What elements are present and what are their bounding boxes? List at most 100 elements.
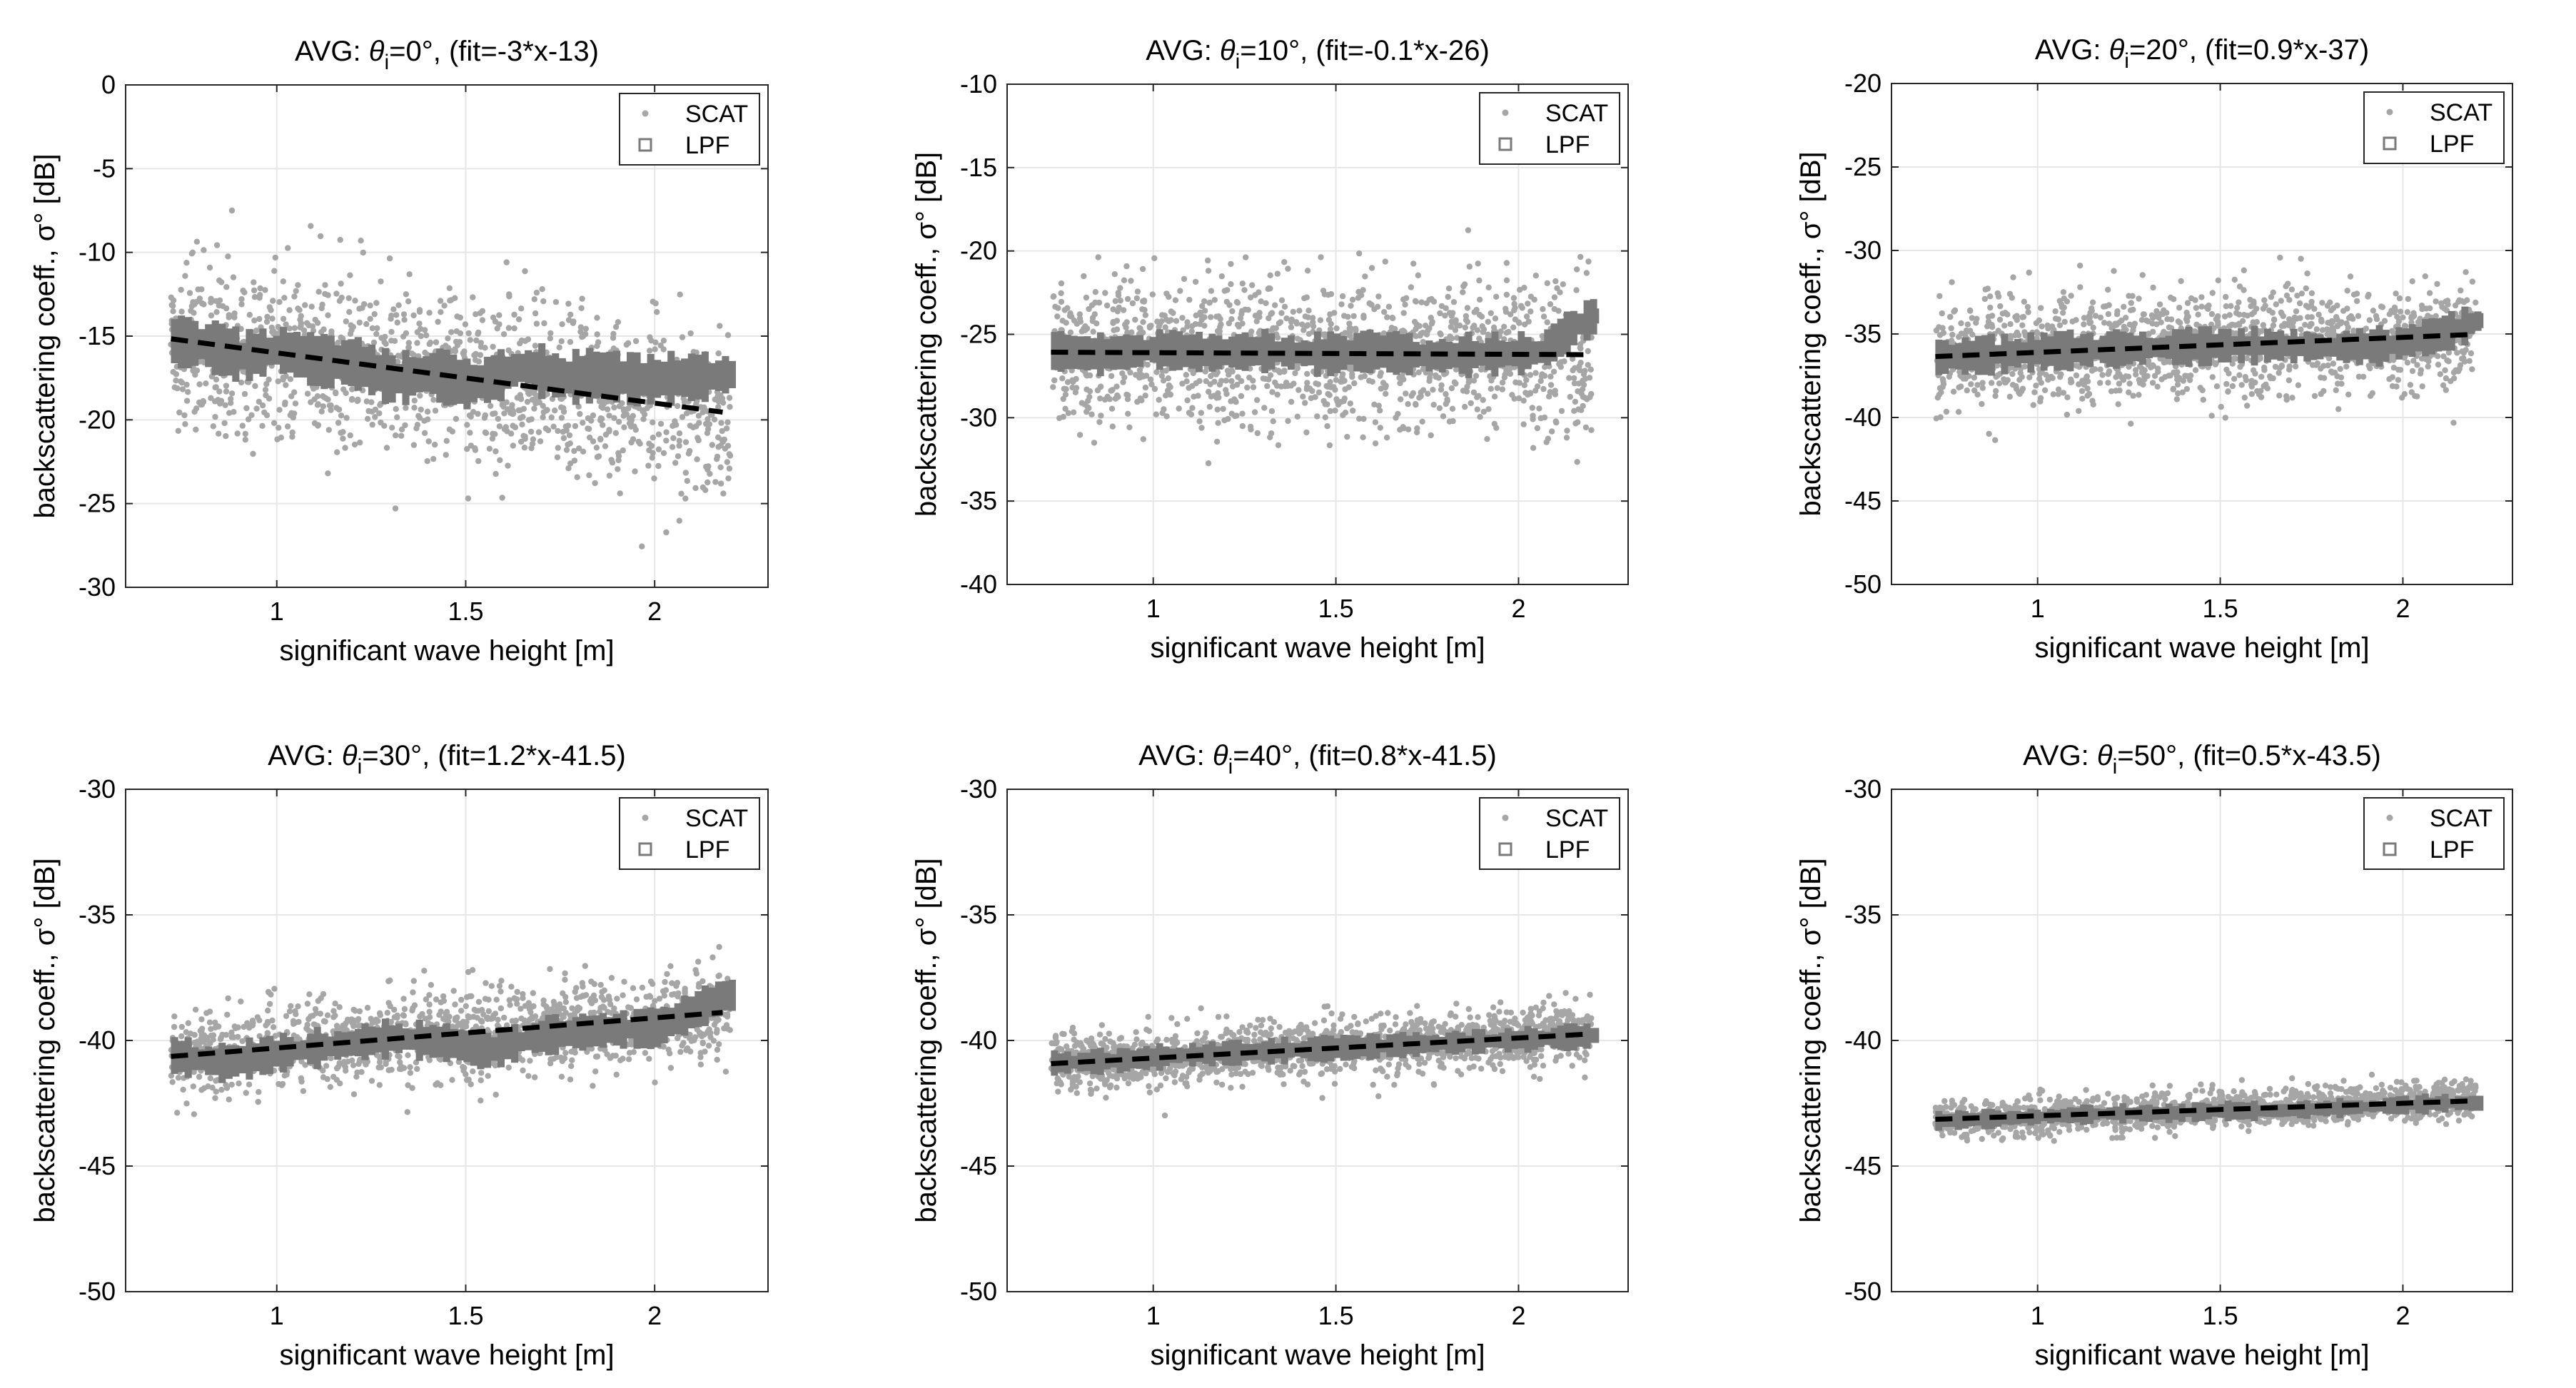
scat-point <box>625 1056 632 1063</box>
scat-point <box>400 311 408 318</box>
scat-point <box>490 343 496 350</box>
scat-point <box>1340 371 1346 378</box>
scat-point <box>727 404 733 410</box>
lpf-segment <box>667 350 675 406</box>
scat-point <box>2408 319 2415 326</box>
scat-point <box>213 376 220 383</box>
scat-point <box>1183 378 1190 385</box>
scat-point <box>724 332 732 338</box>
scat-point <box>533 320 540 327</box>
scat-point <box>369 421 375 428</box>
scat-point <box>1485 406 1492 412</box>
scat-point <box>577 328 584 335</box>
scat-point <box>1573 287 1580 293</box>
scat-point <box>600 400 607 407</box>
scat-point <box>528 445 535 452</box>
scat-point <box>218 279 225 285</box>
scat-point <box>1244 384 1251 391</box>
scat-point <box>283 321 289 328</box>
scat-point <box>2174 369 2181 375</box>
scat-point <box>2248 311 2256 318</box>
scat-point <box>676 437 682 444</box>
scat-point <box>554 454 561 460</box>
scat-point <box>1258 298 1264 305</box>
scat-point <box>2068 376 2074 383</box>
scat-point <box>2223 293 2229 300</box>
scat-point <box>1113 383 1120 390</box>
scat-point <box>335 420 342 426</box>
scat-point <box>2081 315 2088 321</box>
scat-point <box>2297 315 2303 321</box>
scat-point <box>2419 383 2425 390</box>
scat-point <box>2090 401 2096 407</box>
scat-point <box>1093 320 1100 327</box>
scat-point <box>241 390 248 397</box>
scat-point <box>213 309 220 315</box>
scat-point <box>526 391 532 397</box>
scat-point <box>597 435 604 442</box>
scat-point <box>582 325 589 332</box>
scat-point <box>562 423 569 430</box>
scat-point <box>1166 391 1173 397</box>
scat-point <box>2060 390 2067 396</box>
scat-point <box>1433 372 1439 379</box>
scat-point <box>1084 404 1091 410</box>
lpf-segment <box>232 326 240 382</box>
scat-point <box>2334 316 2340 323</box>
lpf-segment <box>2382 330 2390 362</box>
scat-point <box>2325 320 2331 326</box>
scat-point <box>1371 306 1378 313</box>
scat-point <box>285 245 291 251</box>
scat-point <box>1570 367 1576 374</box>
scat-point <box>318 408 325 415</box>
scat-point <box>2026 269 2032 276</box>
scat-point <box>2222 415 2228 421</box>
scat-point <box>393 432 399 439</box>
scat-point <box>2302 322 2308 328</box>
scat-point <box>510 442 516 449</box>
scat-point <box>368 399 375 405</box>
scat-point <box>1464 383 1470 390</box>
scat-point <box>303 320 310 326</box>
scat-point <box>1575 388 1581 395</box>
scat-point <box>646 440 652 447</box>
scat-point <box>2064 411 2071 418</box>
scat-point <box>676 442 682 449</box>
scat-point <box>2433 298 2439 305</box>
scat-point <box>2199 387 2206 394</box>
scat-point <box>281 295 288 301</box>
scat-point <box>1361 373 1368 380</box>
x-axis-label: significant wave height [m] <box>2034 632 2369 664</box>
scat-point <box>2058 371 2064 378</box>
scat-point <box>242 430 248 437</box>
lpf-segment <box>517 353 525 383</box>
scat-point <box>256 1089 262 1095</box>
scat-point <box>1143 373 1150 379</box>
scat-point <box>1515 319 1522 325</box>
scat-point <box>1089 411 1095 417</box>
scat-point <box>1067 329 1074 335</box>
scat-point <box>2236 320 2243 327</box>
scat-point <box>2097 366 2103 373</box>
scat-point <box>1547 373 1554 380</box>
lpf-segment <box>2375 325 2383 367</box>
scat-point <box>1273 325 1280 331</box>
y-tick-label: -35 <box>960 486 997 515</box>
scat-point <box>1369 378 1375 385</box>
lpf-segment <box>1583 300 1591 341</box>
lpf-segment <box>1981 335 1989 375</box>
scat-point <box>725 475 732 482</box>
scat-point <box>719 395 726 402</box>
scat-point <box>610 345 617 352</box>
scat-point <box>2270 375 2276 382</box>
scat-point <box>1327 379 1333 385</box>
lpf-segment <box>538 343 546 400</box>
scat-point <box>1128 278 1134 284</box>
scat-point <box>1239 422 1246 430</box>
scat-point <box>1239 320 1246 327</box>
scat-point <box>2162 374 2168 380</box>
scat-point <box>1997 303 2004 310</box>
scat-point <box>1205 460 1212 467</box>
scat-point <box>1237 315 1244 321</box>
scat-point <box>2241 267 2247 273</box>
